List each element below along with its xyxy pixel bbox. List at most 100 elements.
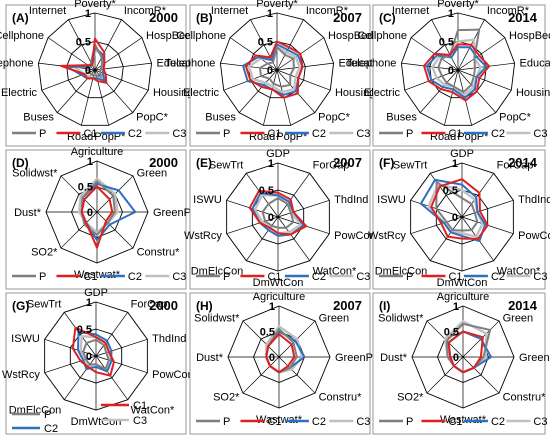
axis-label: PopC* (318, 111, 351, 123)
axis-label: Constru* (137, 247, 181, 259)
legend-c2-label: C2 (312, 128, 326, 140)
axis-label: Wastwat* (440, 414, 487, 426)
axis-label: ThdInd (518, 194, 550, 206)
legend-p-label: P (39, 128, 46, 140)
grid-ring (66, 41, 124, 99)
axis-label: Telephone (165, 58, 216, 70)
axis-spoke (461, 173, 495, 218)
axis-label: Agriculture (253, 291, 306, 303)
axis-label: Poverty* (74, 0, 116, 10)
axis-label: DmElcCon (191, 266, 244, 278)
axis-spoke (278, 356, 316, 394)
axis-label: Dust* (14, 207, 42, 219)
axis-label: GDP (450, 148, 474, 160)
panel-frame (189, 4, 371, 147)
legend-p-label: P (223, 128, 230, 140)
legend-p-label: P (223, 271, 230, 283)
tick-label: 1 (269, 301, 275, 313)
axis-label: PowCon* (334, 230, 381, 242)
legend-c2-label: C2 (491, 416, 505, 428)
axis-label: Constru* (503, 392, 547, 404)
tick-label: 1 (86, 297, 92, 309)
series-c1-line (80, 185, 114, 249)
legend-p-label: P (406, 128, 413, 140)
legend-c1-label: C1 (448, 128, 462, 140)
tick-label: 0 (448, 65, 454, 77)
axis-label: HospBed (146, 30, 191, 42)
legend-p-label: P (44, 409, 51, 421)
tick-label: 0 (267, 65, 273, 77)
axis-spoke (429, 216, 463, 261)
series-p-line (437, 28, 481, 94)
axis-label: DmWtCon (253, 277, 304, 289)
axis-label: Green (137, 167, 168, 179)
axis-spoke (263, 69, 278, 126)
legend-c3-label: C3 (356, 128, 370, 140)
axis-spoke (276, 62, 334, 71)
series-c2-line (77, 330, 113, 373)
legend-c1-label: C1 (83, 128, 97, 140)
legend-p-label: P (406, 416, 413, 428)
axis-spoke (277, 199, 330, 218)
axis-spoke (95, 355, 129, 400)
axis-label: IncomR* (487, 5, 530, 17)
series-c3-line (77, 177, 119, 234)
axis-label: Buses (205, 111, 236, 123)
tick-label: 1 (453, 301, 459, 313)
series-c1-line (244, 40, 304, 99)
series-c2-line (425, 46, 488, 99)
series-c1-line (265, 333, 296, 374)
axis-label: Poverty* (256, 0, 298, 10)
axis-label: ThdInd (152, 333, 186, 345)
axis-label: IncomR* (124, 5, 167, 17)
axis-label: ThdInd (334, 194, 368, 206)
tick-label: 0 (268, 212, 274, 224)
axis-label: PopC* (499, 111, 532, 123)
panel-frame (372, 292, 546, 435)
axis-label: ForCap (131, 298, 168, 310)
axis-spoke (63, 312, 97, 357)
legend-c3-label: C3 (356, 271, 370, 283)
axis-label: ISWU (377, 194, 406, 206)
axis-spoke (426, 356, 464, 394)
series-p-line (259, 46, 295, 88)
axis-label: GreenPC (519, 352, 550, 364)
axis-label: Cellphone (0, 30, 44, 42)
axis-spoke (276, 19, 304, 71)
axis-spoke (401, 62, 459, 71)
panel-frame (372, 149, 546, 290)
tick-label: 1 (268, 158, 274, 170)
tick-label: 0 (85, 65, 91, 77)
tick-label: 0 (452, 212, 458, 224)
panel-label: (B) (196, 11, 213, 25)
axis-spoke (94, 19, 122, 71)
axis-label: DmWtCon (437, 277, 488, 289)
axis-label: Housing (335, 87, 375, 99)
tick-label: 1 (85, 8, 91, 20)
axis-spoke (229, 37, 278, 71)
axis-label: ForCap (497, 159, 534, 171)
tick-label: 0.5 (78, 182, 93, 194)
axis-label: Wastwat* (74, 269, 121, 281)
legend-c3-label: C3 (533, 271, 547, 283)
axis-spoke (276, 69, 331, 91)
panel-year: 2000 (149, 10, 178, 25)
panel-year: 2014 (508, 10, 538, 25)
axis-label: SewTrt (27, 298, 61, 310)
tick-label: 0.5 (443, 185, 458, 197)
axis-spoke (461, 199, 514, 218)
tick-label: 1 (87, 156, 93, 168)
series-p-line (80, 180, 116, 236)
axis-label: GreenPC (153, 207, 199, 219)
axis-spoke (95, 338, 148, 357)
axis-label: WatCon* (497, 266, 541, 278)
legend-c3-label: C3 (172, 128, 186, 140)
panel-label: (I) (379, 299, 390, 313)
axis-label: SO2* (213, 392, 240, 404)
panel-year: 2014 (508, 298, 538, 313)
panel-label: (C) (379, 11, 396, 25)
